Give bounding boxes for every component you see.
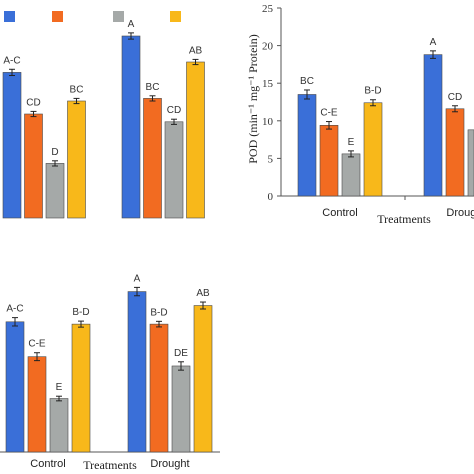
bar (193, 305, 213, 453)
chart-top-left: A-C A CD BC D CD BC AB (2, 19, 205, 219)
significance-letter: E (56, 382, 63, 393)
bar (186, 61, 205, 219)
significance-letter: AB (189, 45, 203, 56)
significance-letter: A (134, 273, 141, 284)
bar (5, 321, 25, 453)
significance-letter: A-C (3, 55, 20, 66)
chart-bottom-left: A-C A C-E B-D E DE B-D AB Control Drought Treatmen… (0, 273, 220, 472)
legend-label: 3 mg/L (66, 12, 100, 24)
legend-swatch (170, 11, 181, 22)
significance-letter: B-D (150, 307, 167, 318)
x-category-label: Drought (150, 458, 189, 470)
bar (319, 125, 339, 197)
significance-letter: CD (26, 97, 40, 108)
y-tick-label: 20 (262, 41, 274, 53)
significance-letter: C-E (28, 339, 46, 350)
bar (149, 323, 169, 453)
chart-top-right: 0 5 10 15 20 25 POD (min⁻¹ mg⁻¹ Protein) BC A C-E… (246, 3, 474, 226)
bar (49, 398, 69, 453)
bar (445, 108, 465, 197)
bar (45, 163, 65, 219)
bar (363, 102, 383, 197)
bar (121, 35, 141, 219)
bar (24, 113, 43, 219)
significance-letter: BC (300, 76, 314, 87)
bar (423, 54, 443, 197)
y-axis-title: POD (min⁻¹ mg⁻¹ Protein) (246, 34, 260, 164)
bar (171, 365, 191, 453)
significance-letter: BC (70, 84, 84, 95)
y-tick-label: 5 (268, 153, 274, 165)
y-tick-label: 15 (262, 78, 274, 90)
legend: 0 mg/L 3 mg/L 6 mg/L 9 mg/L (4, 11, 218, 24)
x-axis-title: Treatments (377, 212, 431, 226)
significance-letter: A-C (6, 304, 23, 315)
legend-label: 9 mg/L (184, 12, 218, 24)
significance-letter: C-E (320, 108, 338, 119)
legend-swatch (113, 11, 124, 22)
x-category-label: Control (30, 458, 65, 470)
significance-letter: B-D (364, 86, 381, 97)
bar (164, 121, 184, 219)
bar (27, 356, 47, 453)
significance-letter: CD (448, 92, 462, 103)
bar (67, 100, 86, 219)
bar (127, 291, 147, 453)
significance-letter: DE (174, 348, 188, 359)
x-axis-title: Treatments (83, 458, 137, 472)
bar (2, 72, 22, 219)
y-tick-label: 25 (262, 3, 274, 15)
x-category-label: Drought (446, 207, 474, 219)
bar (467, 129, 474, 197)
significance-letter: BC (146, 82, 160, 93)
significance-letter: D (51, 147, 58, 158)
legend-label: 6 mg/L (127, 12, 161, 24)
bar (341, 153, 361, 197)
significance-letter: A (430, 37, 437, 48)
bar (71, 323, 91, 453)
significance-letter: E (348, 137, 355, 148)
y-tick-label: 0 (268, 191, 274, 203)
significance-letter: A (128, 19, 135, 30)
significance-letter: AB (196, 288, 210, 299)
significance-letter: B-D (72, 307, 89, 318)
x-category-label: Control (322, 207, 357, 219)
bar (143, 98, 162, 219)
legend-swatch (52, 11, 63, 22)
significance-letter: CD (167, 105, 181, 116)
legend-swatch (4, 11, 15, 22)
legend-label: 0 mg/L (18, 12, 52, 24)
y-tick-label: 10 (262, 116, 274, 128)
bar (297, 94, 317, 197)
